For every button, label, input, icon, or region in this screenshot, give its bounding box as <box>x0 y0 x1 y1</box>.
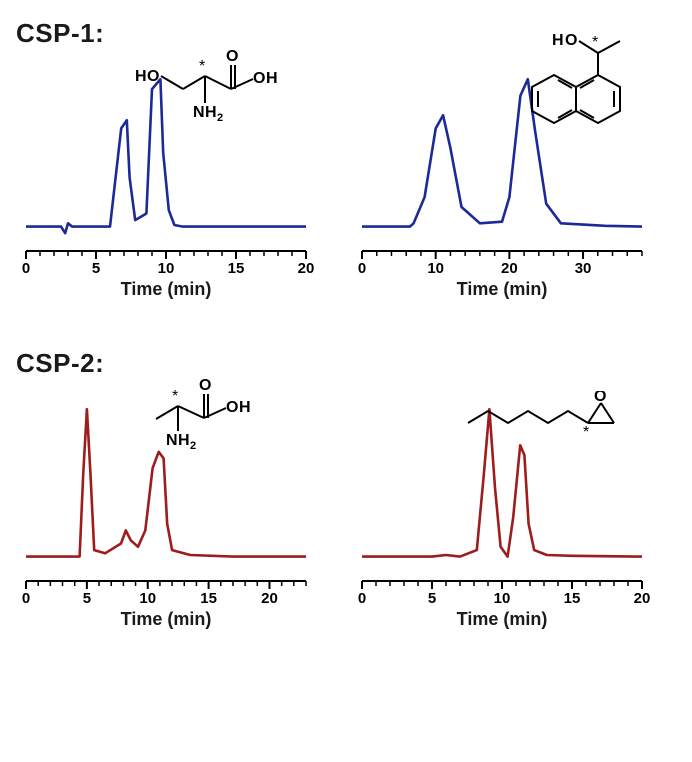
svg-text:*: * <box>172 388 178 405</box>
svg-text:N: N <box>166 432 178 449</box>
svg-text:15: 15 <box>228 260 245 275</box>
svg-text:20: 20 <box>261 590 278 605</box>
svg-text:O: O <box>253 70 265 87</box>
svg-text:0: 0 <box>358 590 366 605</box>
structure-alanine: * N H 2 O O H <box>144 371 284 449</box>
panel-csp1-naphthylethanol: H O * 0102030 Time (min) <box>352 55 652 300</box>
svg-text:N: N <box>193 104 205 121</box>
svg-text:O: O <box>147 68 159 85</box>
panel-csp2-alanine: * N H 2 O O H 05101520 Time (min) <box>16 385 316 630</box>
axis-label-x: Time (min) <box>16 609 316 630</box>
axis-label-x: Time (min) <box>16 279 316 300</box>
svg-text:H: H <box>178 432 190 449</box>
axis-label-x: Time (min) <box>352 609 652 630</box>
svg-text:5: 5 <box>428 590 436 605</box>
structure-naphthylethanol: H O * <box>512 31 662 141</box>
svg-text:H: H <box>205 104 217 121</box>
svg-text:15: 15 <box>564 590 581 605</box>
svg-text:0: 0 <box>22 260 30 275</box>
panel-csp2-hexyloxirane: O * 0 5 10 15 20 Time (min) <box>352 385 652 630</box>
svg-text:H: H <box>552 32 564 49</box>
svg-text:5: 5 <box>83 590 91 605</box>
svg-text:O: O <box>594 391 606 405</box>
svg-text:O: O <box>226 48 238 65</box>
svg-text:0: 0 <box>358 260 366 275</box>
svg-text:0: 0 <box>22 590 30 605</box>
svg-text:O: O <box>226 399 238 416</box>
svg-text:15: 15 <box>200 590 217 605</box>
svg-text:10: 10 <box>494 590 511 605</box>
svg-text:2: 2 <box>190 440 196 449</box>
panel-csp1-serine: H O * N H 2 O O H 05101520 Time (min) <box>16 55 316 300</box>
svg-text:20: 20 <box>501 260 518 275</box>
structure-hexyloxirane: O * <box>460 391 660 451</box>
row-csp2: * N H 2 O O H 0 5 10 15 20 Time (min) <box>16 385 676 630</box>
svg-text:H: H <box>266 70 278 87</box>
svg-text:H: H <box>239 399 251 416</box>
svg-text:*: * <box>592 34 598 51</box>
svg-text:20: 20 <box>634 590 651 605</box>
structure-serine: H O * N H 2 O O H <box>131 41 281 121</box>
svg-text:30: 30 <box>575 260 592 275</box>
axis-label-x: Time (min) <box>352 279 652 300</box>
section-label-csp2: CSP-2: <box>16 348 676 379</box>
svg-text:5: 5 <box>92 260 100 275</box>
svg-text:O: O <box>565 32 577 49</box>
row-csp1: H O * N H 2 O O H 05101520 Time (min) <box>16 55 676 300</box>
svg-text:*: * <box>583 424 589 441</box>
svg-text:10: 10 <box>139 590 156 605</box>
svg-text:20: 20 <box>298 260 315 275</box>
svg-text:*: * <box>199 58 205 75</box>
svg-text:10: 10 <box>158 260 175 275</box>
svg-text:H: H <box>135 68 147 85</box>
svg-text:2: 2 <box>217 112 223 121</box>
svg-text:10: 10 <box>427 260 444 275</box>
svg-text:O: O <box>199 377 211 394</box>
